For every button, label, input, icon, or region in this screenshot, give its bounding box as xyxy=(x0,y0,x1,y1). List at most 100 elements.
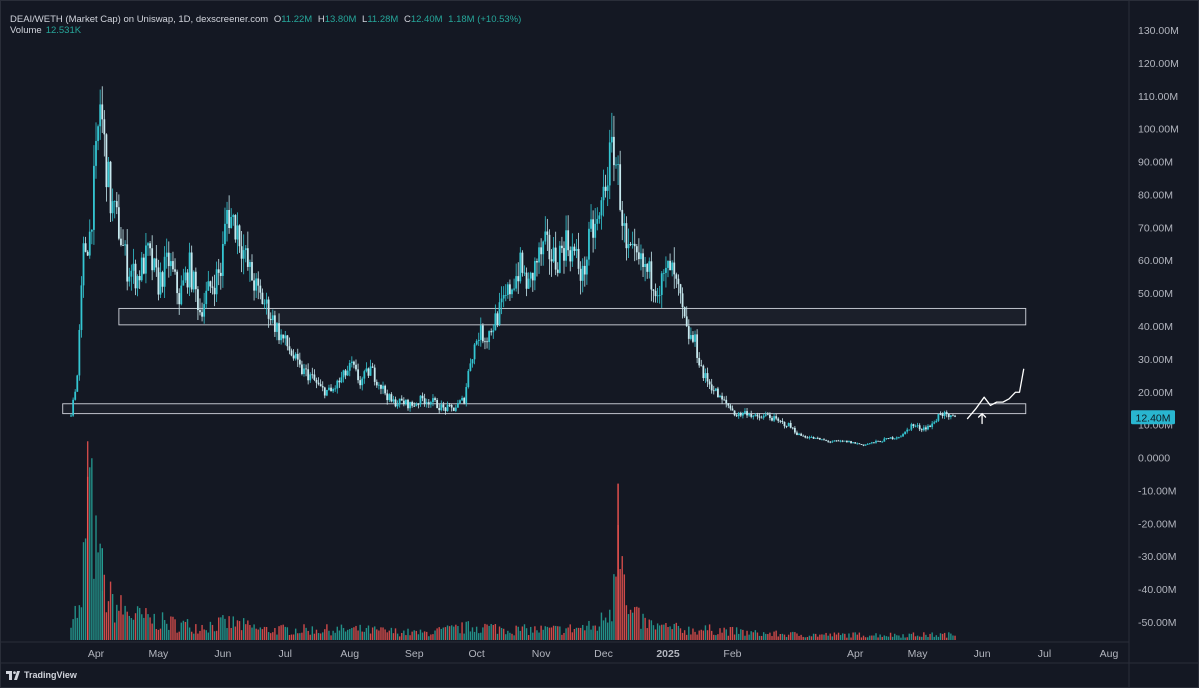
candle-body xyxy=(138,276,141,281)
volume-bar xyxy=(918,636,921,640)
volume-bar xyxy=(515,625,517,640)
candle-body xyxy=(567,230,570,251)
candle-body xyxy=(725,399,728,404)
volume-bar xyxy=(814,633,817,640)
volume-bar xyxy=(538,632,540,640)
volume-bar xyxy=(696,634,698,640)
volume-bar xyxy=(307,630,309,640)
volume-bar xyxy=(613,574,615,640)
candle-body xyxy=(276,323,278,332)
candle-body xyxy=(900,436,902,438)
volume-bar xyxy=(263,626,266,640)
candle-body xyxy=(775,416,778,419)
candle-body xyxy=(142,257,145,274)
candle-body xyxy=(88,231,91,256)
volume-bar xyxy=(725,629,727,640)
candle-body xyxy=(644,263,647,268)
candle-body xyxy=(323,387,326,396)
volume-bar xyxy=(359,624,361,640)
volume-bar xyxy=(906,637,908,640)
candle-body xyxy=(122,245,124,246)
volume-bar xyxy=(180,622,182,640)
candle-body xyxy=(648,261,651,272)
candle-body xyxy=(889,437,892,439)
candle-body xyxy=(377,384,380,386)
volume-bar xyxy=(394,628,397,640)
candle-body xyxy=(613,136,615,166)
volume-bar xyxy=(731,626,734,640)
volume-bar xyxy=(224,618,226,640)
volume-bar xyxy=(111,594,114,640)
volume-bar xyxy=(384,629,386,640)
volume-bar xyxy=(710,630,713,640)
candle-body xyxy=(739,412,742,416)
volume-bar xyxy=(132,619,135,640)
candle-body xyxy=(860,444,863,445)
volume-bar xyxy=(438,627,440,640)
candle-body xyxy=(209,281,212,287)
volume-bar xyxy=(267,632,270,640)
volume-bar xyxy=(902,634,904,640)
candle-body xyxy=(419,395,422,405)
volume-bar xyxy=(931,632,933,640)
volume-bar xyxy=(941,633,944,640)
volume-bar xyxy=(754,630,757,640)
candle-body xyxy=(656,295,659,297)
candle-body xyxy=(365,368,368,372)
candle-body xyxy=(922,427,925,431)
volume-bar xyxy=(559,626,561,640)
volume-bar xyxy=(542,629,544,640)
candle-body xyxy=(931,423,934,427)
volume-bar xyxy=(854,632,856,640)
x-tick-label: Aug xyxy=(340,648,359,660)
volume-bar xyxy=(675,622,678,640)
volume-bar xyxy=(927,636,929,640)
candle-body xyxy=(147,243,149,246)
volume-bar xyxy=(120,595,122,640)
candle-body xyxy=(893,438,896,440)
volume-bar xyxy=(507,630,509,640)
volume-bar xyxy=(952,635,954,640)
volume-bar xyxy=(611,621,613,640)
candle-body xyxy=(627,244,630,249)
volume-bar xyxy=(286,627,289,640)
volume-bar xyxy=(292,634,295,640)
volume-bar xyxy=(369,633,372,640)
volume-bar xyxy=(434,630,436,640)
candle-body xyxy=(949,415,952,418)
candle-body xyxy=(188,252,191,288)
volume-bar xyxy=(488,625,490,640)
candle-body xyxy=(777,418,780,421)
volume-bar xyxy=(357,630,359,640)
candle-body xyxy=(671,262,674,271)
candle-body xyxy=(344,370,347,376)
volume-bar xyxy=(640,628,642,640)
candle-body xyxy=(271,315,274,321)
volume-bar xyxy=(837,632,840,640)
volume-bar xyxy=(78,605,81,640)
candle-body xyxy=(650,261,653,290)
volume-bar xyxy=(95,515,97,640)
volume-bar xyxy=(698,630,700,640)
candle-body xyxy=(677,278,680,285)
candle-body xyxy=(610,136,613,143)
candle-body xyxy=(502,295,505,299)
candle-body xyxy=(120,238,122,246)
volume-bar xyxy=(340,624,343,640)
candle-body xyxy=(854,442,857,444)
candle-body xyxy=(280,334,283,341)
volume-bar xyxy=(513,635,515,640)
tradingview-brand[interactable]: TradingView xyxy=(6,670,77,680)
candle-body xyxy=(947,413,950,418)
volume-legend: Volume 12.531K xyxy=(10,25,81,36)
y-tick-label: 120.00M xyxy=(1138,58,1179,70)
candle-body xyxy=(766,414,769,416)
volume-bar xyxy=(885,636,888,640)
volume-bar xyxy=(638,607,640,640)
volume-bar xyxy=(900,637,902,640)
candle-body xyxy=(866,444,869,445)
candle-body xyxy=(384,385,387,394)
candle-body xyxy=(80,285,83,330)
candle-body xyxy=(918,425,921,430)
